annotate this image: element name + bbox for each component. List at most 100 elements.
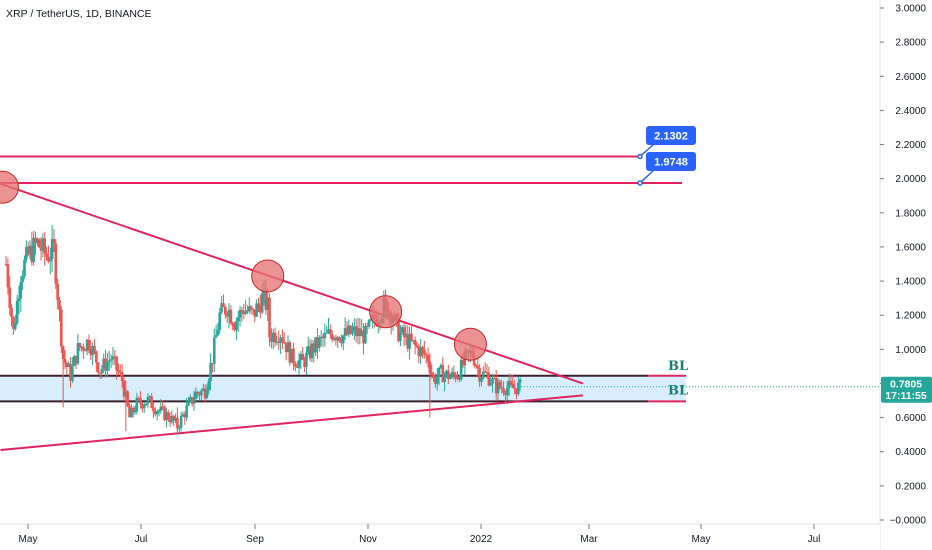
candle-body <box>203 388 207 399</box>
candle-body <box>437 367 441 378</box>
candle-body <box>91 345 94 356</box>
candle-body <box>406 333 410 349</box>
candle-body <box>426 354 430 362</box>
candle-body <box>310 343 314 359</box>
candle-body <box>67 363 70 367</box>
candle-body <box>192 399 196 404</box>
price-tick-label: −0.0000 <box>890 516 927 527</box>
candle-body <box>161 406 164 408</box>
candle-body <box>120 372 124 381</box>
candle-body <box>205 390 209 399</box>
time-tick-label: Mar <box>580 534 598 545</box>
candle-body <box>419 347 422 357</box>
candle-body <box>351 330 354 334</box>
candle-body <box>240 310 244 312</box>
candle-body <box>257 303 260 306</box>
candle-body <box>417 346 421 357</box>
candle-body <box>146 396 150 404</box>
candle-body <box>201 388 205 391</box>
candle-body <box>305 352 308 368</box>
candle-body <box>511 383 515 389</box>
candle-body <box>443 374 446 383</box>
price-tick-label: 1.6000 <box>895 242 926 253</box>
candle-body <box>255 303 258 317</box>
candle-body <box>214 335 218 338</box>
touch-circle <box>0 170 19 204</box>
candle-body <box>415 344 419 347</box>
candle-body <box>439 365 443 368</box>
callout-anchor <box>637 180 643 186</box>
candle-body <box>423 349 426 355</box>
price-tick-label: 1.2000 <box>895 311 926 322</box>
candle-body <box>480 377 483 382</box>
candle-body <box>341 335 345 344</box>
price-tick-label: 2.2000 <box>895 140 926 151</box>
candle-body <box>260 293 264 313</box>
candle-body <box>177 427 181 429</box>
candle-body <box>458 376 461 380</box>
candle-body <box>400 327 404 333</box>
candle-body <box>454 374 457 379</box>
candle-body <box>356 328 360 336</box>
candle-body <box>349 325 352 334</box>
candle-body <box>299 354 303 361</box>
time-tick-label: Jul <box>135 534 148 545</box>
time-axis[interactable]: May Jul Sep Nov 2022 Mar May Jul <box>0 523 880 550</box>
candle-body <box>6 264 10 288</box>
candle-body <box>126 391 129 406</box>
bl-label: BL <box>668 359 688 374</box>
candle-body <box>98 372 102 374</box>
candle-body <box>493 378 496 380</box>
chart-title: XRP / TetherUS, 1D, BINANCE <box>6 8 152 20</box>
candle-body <box>295 366 299 368</box>
candle-body <box>36 239 39 244</box>
candle-body <box>190 397 194 404</box>
candle-body <box>483 371 487 373</box>
candle-body <box>4 264 8 265</box>
candle-body <box>500 387 504 389</box>
candle-body <box>96 362 100 373</box>
candle-body <box>56 283 59 301</box>
candle-body <box>187 400 190 406</box>
touch-circle <box>369 295 403 329</box>
candle-body <box>268 297 271 338</box>
candle-body <box>130 407 133 418</box>
touch-circle <box>251 259 285 293</box>
candle-body <box>354 326 358 336</box>
candle-body <box>421 347 424 350</box>
candle-body <box>189 397 192 401</box>
candle-body <box>30 245 34 263</box>
candle-body <box>329 329 332 335</box>
candle-body <box>502 388 505 393</box>
candle-body <box>504 392 507 396</box>
candle-body <box>279 337 282 343</box>
candle-body <box>515 388 518 395</box>
candle-body <box>434 378 437 384</box>
candle-body <box>65 362 69 367</box>
candle-body <box>172 415 176 421</box>
candle-body <box>325 332 328 334</box>
candle-body <box>159 406 163 411</box>
candle-body <box>76 343 80 364</box>
candle-body <box>71 365 74 381</box>
candle-body <box>509 381 513 384</box>
candle-body <box>207 381 211 391</box>
candle-body <box>321 336 325 339</box>
candle-body <box>102 358 106 369</box>
candle-body <box>345 328 349 335</box>
candle-body <box>133 411 137 413</box>
callout-box <box>646 126 696 145</box>
candle-body <box>456 376 459 379</box>
candle-body <box>43 238 47 254</box>
candle-body <box>229 309 233 324</box>
candle-body <box>15 301 19 324</box>
candle-body <box>52 239 56 244</box>
price-axis[interactable]: 3.0000 2.8000 2.6000 2.4000 2.2000 2.0000 1.80… <box>879 0 932 550</box>
candle-body <box>327 329 330 333</box>
candle-body <box>128 405 131 418</box>
candle-countdown: 17:11:55 <box>885 390 927 402</box>
candle-body <box>448 376 452 380</box>
candle-body <box>249 306 253 309</box>
candle-body <box>87 339 91 349</box>
